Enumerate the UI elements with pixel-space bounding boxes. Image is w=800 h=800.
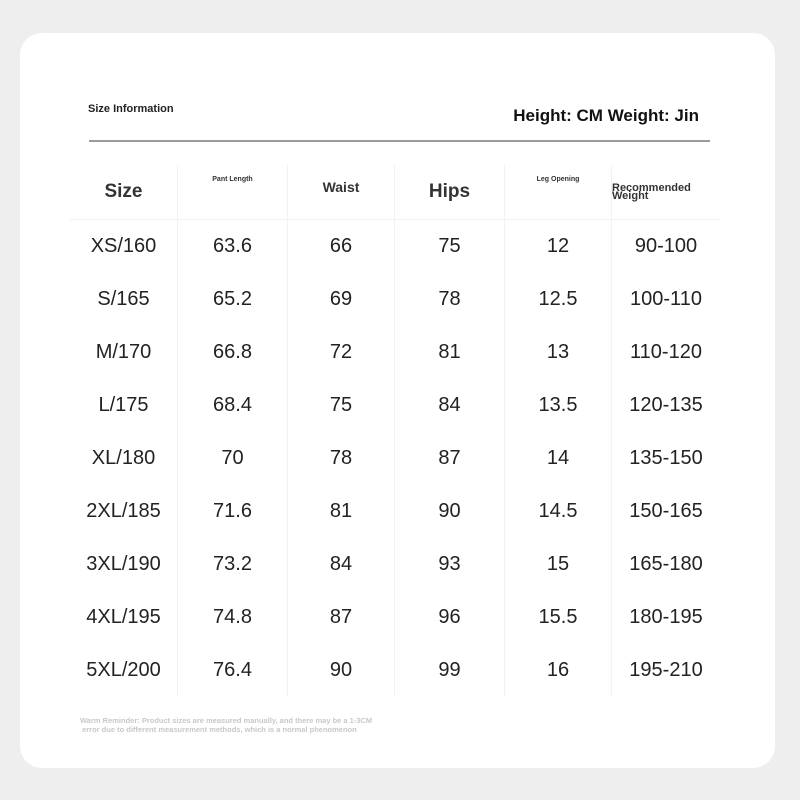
- table-cell: 3XL/190: [70, 538, 178, 591]
- column-header: Leg Opening: [505, 165, 612, 220]
- table-cell: 195-210: [629, 659, 703, 681]
- table-cell: 75: [395, 220, 505, 273]
- size-table: Size Pant Length Waist Hips Leg Opening …: [70, 165, 720, 697]
- table-cell: 100-110: [630, 288, 702, 310]
- table-row: XS/160 63.6 66 75 12 90-100: [70, 220, 720, 273]
- table-cell: 65.2: [178, 273, 288, 326]
- table-row: 2XL/185 71.6 81 90 14.5 150-165: [70, 485, 720, 538]
- table-cell: XS/160: [70, 220, 178, 273]
- divider: [89, 140, 710, 142]
- table-cell: 14: [505, 432, 612, 485]
- table-cell: 81: [395, 326, 505, 379]
- table-cell: 15: [505, 538, 612, 591]
- table-cell: 87: [288, 591, 395, 644]
- table-cell: 78: [288, 432, 395, 485]
- table-cell: 74.8: [178, 591, 288, 644]
- table-cell: 72: [288, 326, 395, 379]
- table-row: M/170 66.8 72 81 13 110-120: [70, 326, 720, 379]
- table-cell: 13.5: [505, 379, 612, 432]
- table-cell: 66.8: [178, 326, 288, 379]
- table-cell: 14.5: [505, 485, 612, 538]
- table-cell: 13: [505, 326, 612, 379]
- table-cell: 110-120: [630, 341, 702, 363]
- table-cell: 84: [395, 379, 505, 432]
- column-header: Pant Length: [178, 165, 288, 220]
- table-cell: 5XL/200: [70, 644, 178, 697]
- table-cell: 66: [288, 220, 395, 273]
- table-cell: 69: [288, 273, 395, 326]
- table-row: 5XL/200 76.4 90 99 16 195-210: [70, 644, 720, 697]
- table-row: 4XL/195 74.8 87 96 15.5 180-195: [70, 591, 720, 644]
- table-cell: 165-180: [629, 553, 703, 575]
- table-cell: 84: [288, 538, 395, 591]
- table-cell: 90-100: [634, 235, 698, 257]
- table-cell: 2XL/185: [70, 485, 178, 538]
- table-cell: 90: [395, 485, 505, 538]
- table-header: Size Pant Length Waist Hips Leg Opening …: [70, 165, 720, 220]
- column-header: Hips: [395, 165, 505, 220]
- table-cell: 70: [178, 432, 288, 485]
- table-cell: 99: [395, 644, 505, 697]
- table-cell: XL/180: [70, 432, 178, 485]
- units-label: Height: CM Weight: Jin: [513, 106, 699, 125]
- table-cell: 87: [395, 432, 505, 485]
- table-cell: 90: [288, 644, 395, 697]
- table-cell: 180-195: [629, 606, 703, 628]
- table-cell: 12.5: [505, 273, 612, 326]
- section-title: Size Information: [88, 103, 174, 115]
- table-cell: 71.6: [178, 485, 288, 538]
- table-cell: 135-150: [629, 447, 703, 469]
- table-cell: 150-165: [629, 500, 703, 522]
- table-cell: 16: [505, 644, 612, 697]
- column-header: Size: [70, 165, 178, 220]
- table-cell: 63.6: [178, 220, 288, 273]
- table-cell: 76.4: [178, 644, 288, 697]
- table-row: S/165 65.2 69 78 12.5 100-110: [70, 273, 720, 326]
- table-cell: 78: [395, 273, 505, 326]
- table-cell: 15.5: [505, 591, 612, 644]
- table-cell: L/175: [70, 379, 178, 432]
- table-cell: 120-135: [629, 394, 703, 416]
- warm-reminder-note: Warm Reminder: Product sizes are measure…: [80, 716, 373, 734]
- table-cell: 12: [505, 220, 612, 273]
- column-header: Recommended Weight: [612, 165, 720, 220]
- table-cell: M/170: [70, 326, 178, 379]
- table-row: L/175 68.4 75 84 13.5 120-135: [70, 379, 720, 432]
- table-cell: 73.2: [178, 538, 288, 591]
- size-chart-card: [20, 33, 775, 768]
- table-cell: S/165: [70, 273, 178, 326]
- table-cell: 81: [288, 485, 395, 538]
- table-row: 3XL/190 73.2 84 93 15 165-180: [70, 538, 720, 591]
- table-cell: 93: [395, 538, 505, 591]
- table-cell: 96: [395, 591, 505, 644]
- column-header: Waist: [288, 165, 395, 220]
- table-cell: 4XL/195: [70, 591, 178, 644]
- table-row: XL/180 70 78 87 14 135-150: [70, 432, 720, 485]
- table-cell: 75: [288, 379, 395, 432]
- table-cell: 68.4: [178, 379, 288, 432]
